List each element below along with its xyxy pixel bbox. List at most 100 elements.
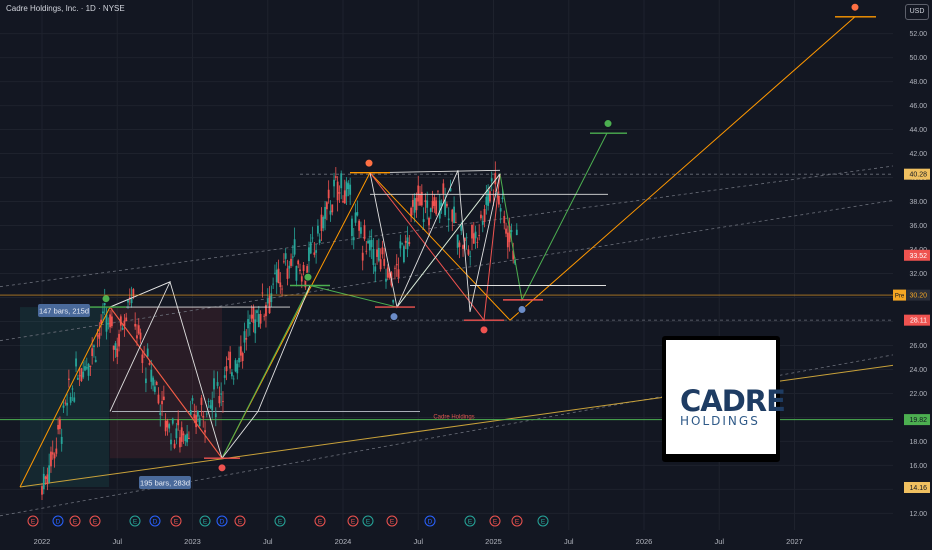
- candle-body: [245, 338, 248, 340]
- candle-body: [209, 405, 212, 408]
- candle-body: [429, 208, 432, 212]
- cadre-logo-card: CADRE HOLDINGS: [662, 336, 786, 462]
- y-tick-label: 38.00: [909, 199, 927, 206]
- support-label: Cadre Holdings: [433, 415, 474, 421]
- candle-body: [100, 319, 103, 325]
- candle-body: [288, 265, 291, 269]
- pattern-red-1: [109, 306, 223, 459]
- candle-body: [87, 363, 90, 376]
- candle-body: [274, 272, 276, 274]
- candle-body: [256, 310, 258, 314]
- pre-tag: Pre: [895, 294, 905, 300]
- y-tick-label: 48.00: [909, 79, 927, 86]
- candle-body: [442, 183, 445, 194]
- candle-body: [216, 382, 219, 386]
- candle-body: [385, 278, 387, 282]
- candle-body: [109, 314, 111, 328]
- candle-body: [134, 323, 137, 327]
- event-letter: E: [541, 519, 546, 526]
- candle-body: [211, 400, 214, 411]
- candle-body: [85, 367, 88, 369]
- event-marker: [129, 515, 141, 527]
- candle-body: [112, 345, 115, 350]
- candle-body: [257, 314, 260, 328]
- pivot-dot: [217, 463, 227, 473]
- candle-body: [368, 240, 371, 251]
- event-letter: E: [468, 519, 473, 526]
- price-axis: 12.0014.0016.0018.0020.0022.0024.0026.00…: [893, 0, 932, 550]
- candle-body: [331, 204, 334, 213]
- x-tick-label: Jul: [112, 537, 122, 546]
- y-tick-label: 36.00: [909, 223, 927, 230]
- candle-body: [415, 197, 418, 211]
- candle-body: [164, 420, 167, 432]
- candle-body: [308, 247, 310, 262]
- candle-body: [231, 372, 233, 377]
- candle-body: [247, 319, 249, 329]
- candle-body: [105, 314, 108, 332]
- x-tick-label: 2024: [335, 537, 352, 546]
- candle-body: [297, 260, 300, 265]
- candle-body: [136, 335, 138, 339]
- candle-body: [279, 282, 282, 288]
- candle-body: [476, 241, 479, 243]
- price-label-bg: [906, 289, 930, 301]
- price-label: 19.82: [909, 417, 927, 424]
- event-marker: [27, 515, 39, 527]
- candle-body: [413, 198, 416, 213]
- price-axis-bg: [893, 0, 932, 550]
- candle-body: [345, 181, 348, 197]
- candle-body: [497, 195, 500, 205]
- candle-body: [447, 218, 450, 221]
- candle-body: [333, 179, 335, 187]
- event-letter: E: [318, 519, 323, 526]
- candle-body: [159, 412, 162, 416]
- candle-body: [75, 358, 77, 367]
- event-marker: [149, 515, 161, 527]
- candle-body: [490, 178, 493, 182]
- candle-body: [76, 377, 79, 380]
- candle-body: [225, 366, 228, 372]
- candle-body: [474, 231, 477, 239]
- candle-body: [394, 267, 396, 269]
- candle-body: [62, 405, 65, 408]
- candle-body: [492, 194, 495, 196]
- pre-tag-bg: [893, 289, 906, 301]
- candle-body: [446, 203, 448, 207]
- candle-body: [107, 323, 110, 325]
- candle-body: [94, 359, 97, 363]
- candle-body: [59, 419, 61, 429]
- event-letter: E: [366, 519, 371, 526]
- y-tick-label: 44.00: [909, 127, 927, 134]
- candle-body: [132, 289, 135, 297]
- pivot-dot: [479, 325, 489, 335]
- candle-body: [46, 474, 49, 485]
- candle-body: [306, 266, 309, 277]
- y-tick-label: 50.00: [909, 55, 927, 62]
- candle-body: [361, 252, 364, 261]
- currency-button[interactable]: USD: [905, 4, 929, 20]
- candle-body: [263, 315, 266, 317]
- candle-body: [232, 378, 235, 380]
- candle-body: [325, 202, 328, 210]
- candle-body: [408, 241, 411, 245]
- candle-body: [223, 375, 226, 378]
- measure-label-2-bg: [139, 476, 191, 489]
- candle-body: [188, 437, 190, 439]
- candle-body: [489, 191, 491, 202]
- candle-body: [243, 331, 246, 343]
- candle-body: [313, 252, 316, 255]
- candle-body: [381, 247, 384, 255]
- candle-body: [57, 424, 60, 430]
- candle-body: [437, 190, 439, 192]
- candle-body: [360, 227, 362, 234]
- candle-body: [150, 369, 153, 382]
- candle-body: [44, 476, 47, 479]
- logo-subtitle: HOLDINGS: [680, 414, 760, 428]
- candle-body: [338, 192, 341, 194]
- price-label-bg: [904, 168, 930, 180]
- pivot-dot: [364, 158, 374, 168]
- event-marker: [52, 515, 64, 527]
